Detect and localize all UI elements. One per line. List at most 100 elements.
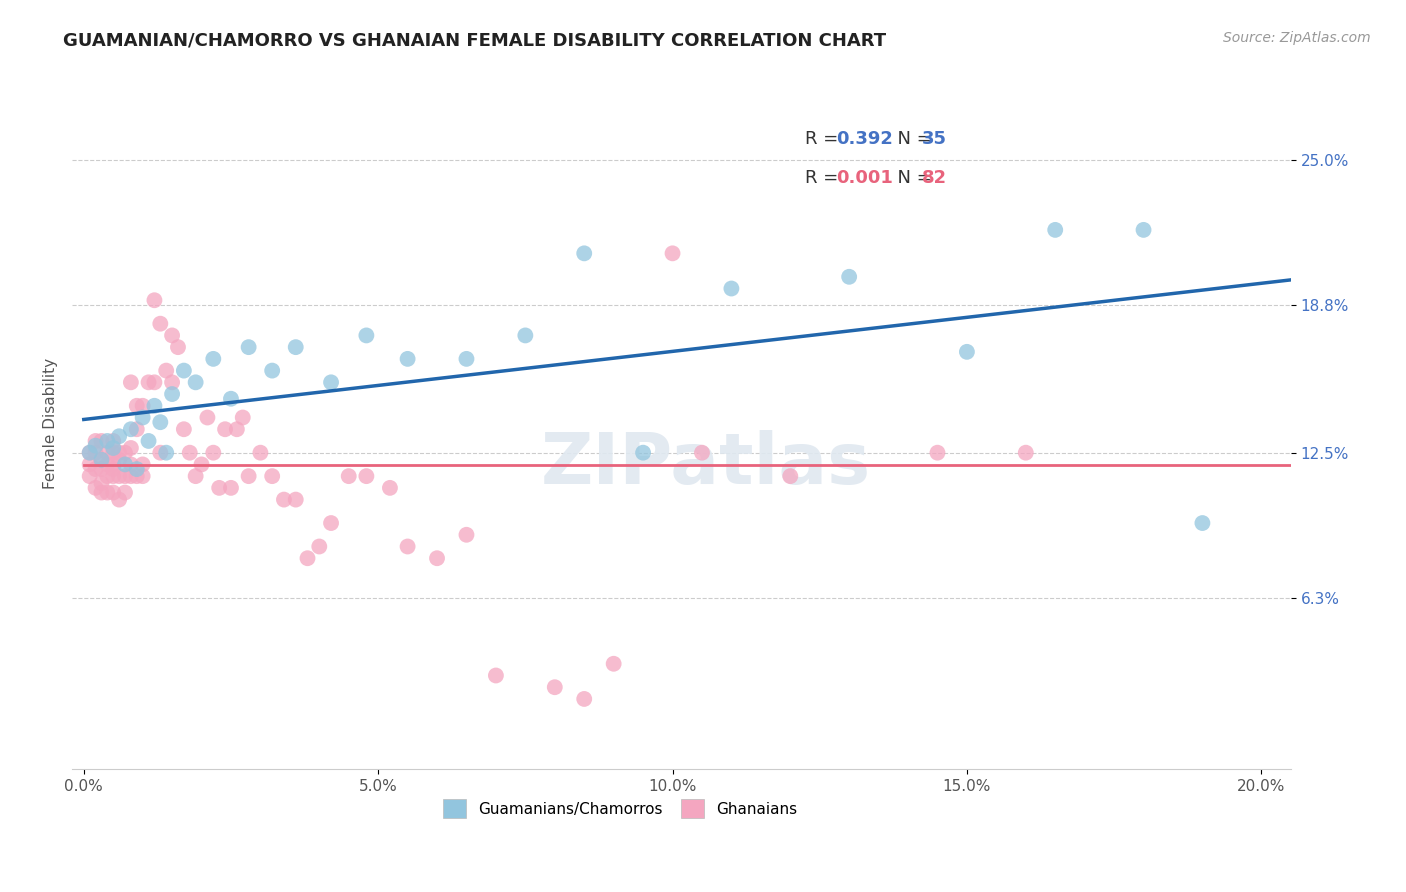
Point: [96, 434, 118, 448]
Point: [90, 434, 112, 448]
Point: [219, 481, 242, 495]
Point: [96, 458, 118, 472]
Point: [319, 516, 342, 530]
Point: [84, 462, 107, 476]
Point: [79, 458, 101, 472]
Text: N =: N =: [886, 169, 938, 186]
Point: [79, 469, 101, 483]
Point: [184, 376, 207, 390]
Y-axis label: Female Disability: Female Disability: [44, 358, 58, 489]
Point: [103, 445, 125, 459]
Point: [378, 481, 401, 495]
Point: [284, 492, 307, 507]
Point: [238, 469, 260, 483]
Point: [160, 328, 183, 343]
Point: [214, 422, 236, 436]
Point: [337, 469, 360, 483]
Point: [84, 445, 107, 459]
Point: [143, 399, 166, 413]
Point: [356, 469, 378, 483]
Point: [184, 469, 207, 483]
Point: [84, 434, 107, 448]
Point: [131, 469, 153, 483]
Point: [927, 445, 949, 459]
Text: R =: R =: [804, 169, 844, 186]
Point: [574, 692, 596, 706]
Point: [114, 458, 136, 472]
Point: [396, 540, 419, 554]
Point: [225, 422, 247, 436]
Point: [197, 410, 219, 425]
Point: [456, 528, 478, 542]
Point: [96, 469, 118, 483]
Point: [131, 458, 153, 472]
Point: [108, 452, 131, 467]
Point: [149, 415, 172, 429]
Point: [138, 434, 160, 448]
Point: [84, 439, 107, 453]
Text: Source: ZipAtlas.com: Source: ZipAtlas.com: [1223, 31, 1371, 45]
Point: [238, 340, 260, 354]
Point: [574, 246, 596, 260]
Legend: Guamanians/Chamorros, Ghanaians: Guamanians/Chamorros, Ghanaians: [437, 793, 804, 824]
Point: [114, 445, 136, 459]
Point: [149, 317, 172, 331]
Point: [114, 469, 136, 483]
Point: [202, 445, 225, 459]
Point: [319, 376, 342, 390]
Point: [131, 410, 153, 425]
Point: [262, 469, 284, 483]
Point: [79, 445, 101, 459]
Text: N =: N =: [886, 130, 938, 148]
Point: [779, 469, 801, 483]
Point: [103, 441, 125, 455]
Point: [262, 363, 284, 377]
Point: [273, 492, 295, 507]
Point: [125, 462, 148, 476]
Point: [160, 387, 183, 401]
Point: [396, 351, 419, 366]
Point: [131, 399, 153, 413]
Point: [167, 340, 190, 354]
Point: [1015, 445, 1038, 459]
Point: [138, 376, 160, 390]
Point: [160, 376, 183, 390]
Point: [456, 351, 478, 366]
Point: [143, 376, 166, 390]
Point: [143, 293, 166, 308]
Point: [149, 445, 172, 459]
Point: [356, 328, 378, 343]
Point: [690, 445, 713, 459]
Text: ZIPatlas: ZIPatlas: [541, 430, 870, 500]
Point: [208, 481, 231, 495]
Point: [120, 422, 142, 436]
Point: [79, 445, 101, 459]
Point: [155, 445, 177, 459]
Point: [84, 481, 107, 495]
Text: R =: R =: [804, 130, 844, 148]
Point: [96, 485, 118, 500]
Point: [103, 462, 125, 476]
Point: [544, 680, 567, 694]
Point: [485, 668, 508, 682]
Point: [108, 469, 131, 483]
Point: [190, 458, 212, 472]
Point: [308, 540, 330, 554]
Point: [120, 441, 142, 455]
Point: [120, 458, 142, 472]
Point: [1045, 223, 1067, 237]
Point: [631, 445, 654, 459]
Point: [249, 445, 271, 459]
Point: [108, 492, 131, 507]
Point: [90, 452, 112, 467]
Point: [173, 363, 195, 377]
Point: [1191, 516, 1213, 530]
Text: 0.392: 0.392: [835, 130, 893, 148]
Point: [103, 434, 125, 448]
Point: [103, 469, 125, 483]
Point: [426, 551, 449, 566]
Point: [202, 351, 225, 366]
Point: [125, 422, 148, 436]
Point: [179, 445, 201, 459]
Point: [1132, 223, 1154, 237]
